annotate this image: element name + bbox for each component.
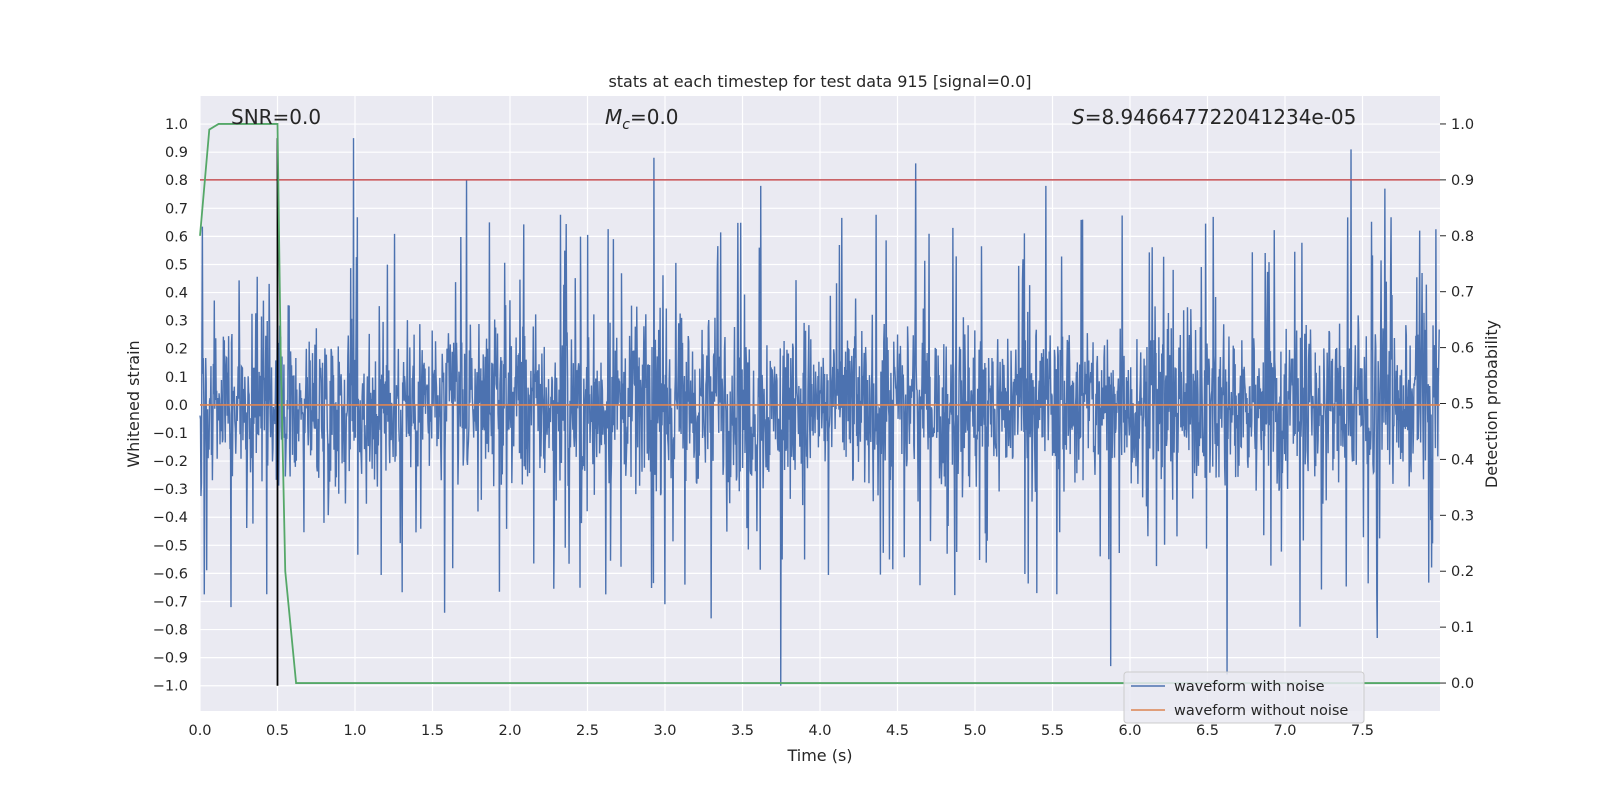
y-tick-label: −0.9 (153, 651, 188, 667)
annotation-s: S=8.946647722041234e-05 (1072, 105, 1356, 129)
y2-tick-label: 0.2 (1451, 564, 1474, 580)
y-tick-label: −0.1 (153, 426, 188, 442)
y2-tick-label: 0.1 (1451, 620, 1474, 636)
x-tick-label: 6.0 (1118, 723, 1141, 739)
x-tick-label: 7.0 (1273, 723, 1296, 739)
x-tick-label: 5.5 (1041, 723, 1064, 739)
s-value: =8.946647722041234e-05 (1085, 105, 1357, 129)
y-tick-label: 0.0 (165, 398, 188, 414)
y2-axis-label: Detection probability (1482, 320, 1501, 488)
s-symbol: S (1072, 105, 1085, 129)
x-tick-label: 3.5 (731, 723, 754, 739)
y-tick-label: −0.4 (153, 510, 188, 526)
x-tick-label: 5.0 (963, 723, 986, 739)
y-tick-label: 0.5 (165, 257, 188, 273)
y2-tick-label: 1.0 (1451, 117, 1474, 133)
x-tick-label: 4.5 (886, 723, 909, 739)
series-waveform-with-noise (199, 138, 1440, 686)
legend-label-clean: waveform without noise (1174, 703, 1348, 719)
y-tick-label: 0.4 (165, 286, 188, 302)
y2-tick-label: 0.6 (1451, 341, 1474, 357)
y-tick-label: 0.2 (165, 342, 188, 358)
x-tick-label: 7.5 (1351, 723, 1374, 739)
x-tick-label: 6.5 (1196, 723, 1219, 739)
legend-box (1123, 671, 1365, 724)
mc-value: =0.0 (630, 105, 679, 129)
y-tick-label: −0.2 (153, 454, 188, 470)
detection-probability-line (199, 123, 1440, 684)
waveform-with-noise-line (199, 138, 1440, 686)
y-tick-label: −0.7 (153, 594, 188, 610)
y-tick-label: −0.8 (153, 623, 188, 639)
x-tick-label: 2.0 (498, 723, 521, 739)
y2-axis-ticks: 0.0 0.1 0.2 0.3 0.4 0.5 0.6 0.7 0.8 0.9 1.0 (1440, 117, 1474, 692)
y-tick-label: 0.8 (165, 173, 188, 189)
x-tick-label: 0.0 (188, 723, 211, 739)
y2-tick-label: 0.9 (1451, 173, 1474, 189)
y2-tick-label: 0.0 (1451, 676, 1474, 692)
mc-subscript: c (622, 117, 630, 133)
legend: waveform with noise waveform without noi… (1123, 671, 1365, 724)
x-axis-ticks: 0.0 0.5 1.0 1.5 2.0 2.5 3.0 3.5 4.0 4.5 5.0 5.5 6.0 6… (188, 723, 1374, 739)
y-tick-label: 0.9 (165, 145, 188, 161)
x-tick-label: 4.0 (808, 723, 831, 739)
y-tick-label: −0.6 (153, 566, 188, 582)
y-tick-label: 0.1 (165, 370, 188, 386)
annotation-chirp-mass: Mc=0.0 (605, 105, 679, 133)
x-axis-label: Time (s) (786, 746, 852, 765)
x-tick-label: 1.5 (421, 723, 444, 739)
legend-label-noise: waveform with noise (1174, 679, 1325, 695)
y-tick-label: −0.5 (153, 538, 188, 554)
y-tick-label: 0.7 (165, 201, 188, 217)
y-tick-label: 0.6 (165, 229, 188, 245)
y-tick-label: −1.0 (153, 679, 188, 695)
y-axis-label: Whitened strain (124, 340, 143, 467)
x-tick-label: 2.5 (576, 723, 599, 739)
x-tick-label: 3.0 (653, 723, 676, 739)
y-tick-label: 1.0 (165, 117, 188, 133)
y2-tick-label: 0.3 (1451, 508, 1474, 524)
y-axis-ticks: −1.0 −0.9 −0.8 −0.7 −0.6 −0.5 −0.4 −0.3 −0.2 −0.1… (153, 117, 188, 695)
y-tick-label: 0.3 (165, 314, 188, 330)
annotation-snr: SNR=0.0 (231, 105, 321, 129)
y2-tick-label: 0.4 (1451, 452, 1474, 468)
x-tick-label: 0.5 (266, 723, 289, 739)
mc-symbol: M (605, 105, 622, 129)
y-tick-label: −0.3 (153, 482, 188, 498)
y2-tick-label: 0.8 (1451, 229, 1474, 245)
chart-title: stats at each timestep for test data 915… (608, 72, 1031, 91)
x-tick-label: 1.0 (343, 723, 366, 739)
y2-tick-label: 0.7 (1451, 285, 1474, 301)
y2-tick-label: 0.5 (1451, 397, 1474, 413)
series-lines (199, 123, 1440, 686)
